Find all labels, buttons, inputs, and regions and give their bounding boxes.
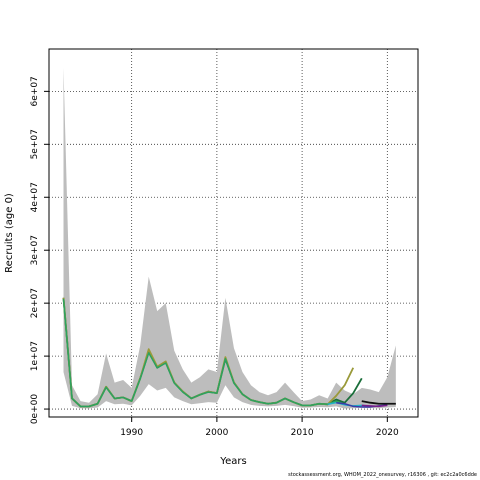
x-axis: 1990 2000 2010 2020 [120,417,399,438]
confidence-band-area [63,67,396,409]
y-tick-label: 5e+07 [30,129,40,159]
y-axis: 0e+00 1e+07 2e+07 3e+07 4e+07 5e+07 6e+07 [30,76,49,424]
y-tick-label: 3e+07 [30,235,40,265]
x-tick-label: 2020 [376,428,399,438]
y-tick-label: 2e+07 [30,288,40,318]
series-line-6 [361,404,388,408]
series-line-3 [62,298,345,408]
x-tick-label: 1990 [120,428,143,438]
x-axis-label: Years [219,456,246,467]
y-tick-label: 4e+07 [30,182,40,212]
x-tick-label: 2010 [291,428,314,438]
y-tick-label: 1e+07 [30,341,40,371]
y-axis-label: Recruits (age 0) [4,193,15,273]
series-line-7 [361,400,396,405]
series-lines [62,297,396,408]
confidence-band [63,67,396,409]
x-tick-label: 2000 [205,428,228,438]
credit-text: stockassessment.org, WHOM_2022_onesurvey… [288,472,477,478]
y-tick-label: 0e+00 [30,394,40,425]
plot-frame [48,48,419,418]
grid [49,49,418,417]
y-tick-label: 6e+07 [30,76,40,106]
